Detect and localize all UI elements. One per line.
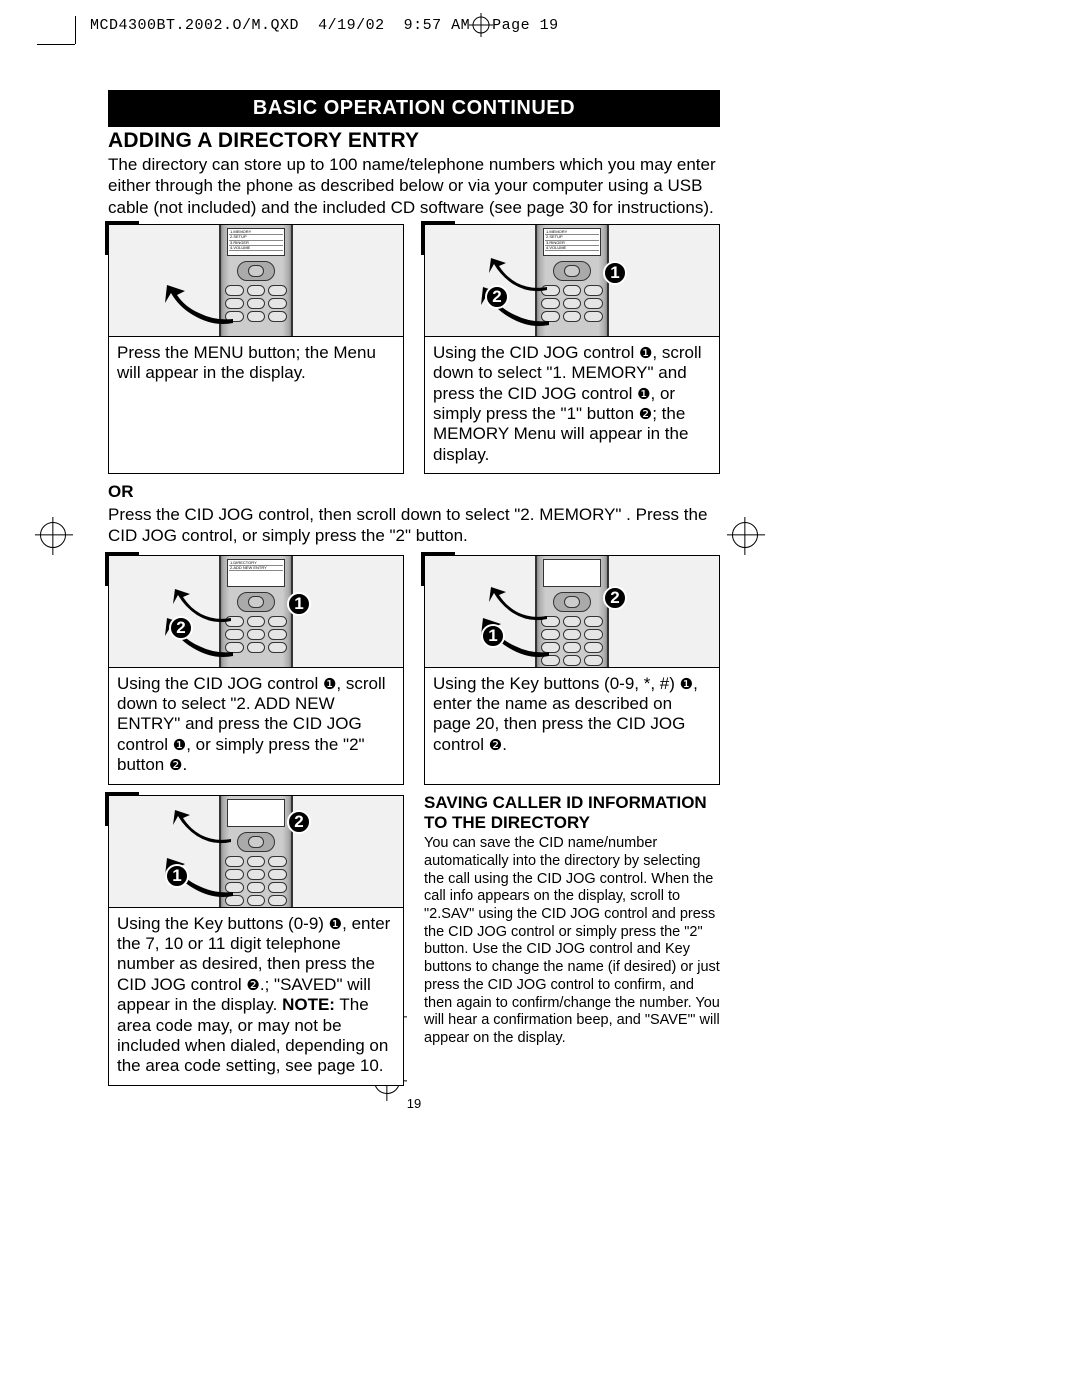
step-2-box: 2 1.MEMORY 2.SETUP 3.RINGER 4.VOLUME [424,224,720,474]
or-text: Press the CID JOG control, then scroll d… [108,504,720,547]
or-label: OR [108,482,720,502]
callout-number-2: 2 [287,810,311,834]
arrow-icon [173,810,235,846]
step-3-text: Using the CID JOG control ❶, scroll down… [109,668,403,784]
step-2-text: Using the CID JOG control ❶, scroll down… [425,337,719,473]
step-1-illustration: 1.MEMORY 2.SETUP 3.RINGER 4.VOLUME [109,225,403,337]
intro-paragraph: The directory can store up to 100 name/t… [108,154,720,218]
step-1-box: 1 1.MEMORY 2.SETUP 3.RINGER 4.VOLUME [108,224,404,474]
arrow-icon [165,285,237,327]
saving-heading: SAVING CALLER ID INFORMATION TO THE DIRE… [424,793,720,834]
step-4-illustration: 2 1 [425,556,719,668]
step-3-illustration: 1.DIRECTORY 2.ADD NEW ENTRY 1 [109,556,403,668]
page-number: 19 [108,1096,720,1111]
step-2-illustration: 1.MEMORY 2.SETUP 3.RINGER 4.VOLUME [425,225,719,337]
header-filename: MCD4300BT.2002.O/M.QXD [90,17,299,34]
callout-number-1: 1 [481,624,505,648]
saving-column: SAVING CALLER ID INFORMATION TO THE DIRE… [424,795,720,1086]
crop-mark-icon [37,44,67,74]
callout-number-2: 2 [485,285,509,309]
step-5-box: 5 2 [108,795,404,1086]
page-content: BASIC OPERATION CONTINUED ADDING A DIREC… [108,90,720,1111]
section-heading: ADDING A DIRECTORY ENTRY [108,129,720,153]
step-3-box: 3 1.DIRECTORY 2.ADD NEW ENTRY [108,555,404,785]
registration-mark-left [40,522,66,548]
registration-mark-right [732,522,758,548]
steps-row-1: 1 1.MEMORY 2.SETUP 3.RINGER 4.VOLUME [108,224,720,474]
title-bar: BASIC OPERATION CONTINUED [108,90,720,127]
step-5-text: Using the Key buttons (0-9) ❶, enter the… [109,908,403,1085]
step-1-text: Press the MENU button; the Menu will app… [109,337,403,392]
step-5-illustration: 2 1 [109,796,403,908]
steps-row-3: 5 2 [108,795,720,1086]
callout-number-1: 1 [165,864,189,888]
callout-number-1: 1 [287,592,311,616]
callout-number-2: 2 [169,616,193,640]
header-date: 4/19/02 [318,17,385,34]
print-header: MCD4300BT.2002.O/M.QXD 4/19/02 9:57 AM P… [90,10,559,40]
steps-row-2: 3 1.DIRECTORY 2.ADD NEW ENTRY [108,555,720,785]
header-pagelabel: Page 19 [492,17,559,34]
callout-number-1: 1 [603,261,627,285]
saving-text: You can save the CID name/number automat… [424,835,720,1047]
step-4-box: 4 2 [424,555,720,785]
callout-number-2: 2 [603,586,627,610]
step-4-text: Using the Key buttons (0-9, *, #) ❶, ent… [425,668,719,764]
header-time: 9:57 AM [404,17,471,34]
